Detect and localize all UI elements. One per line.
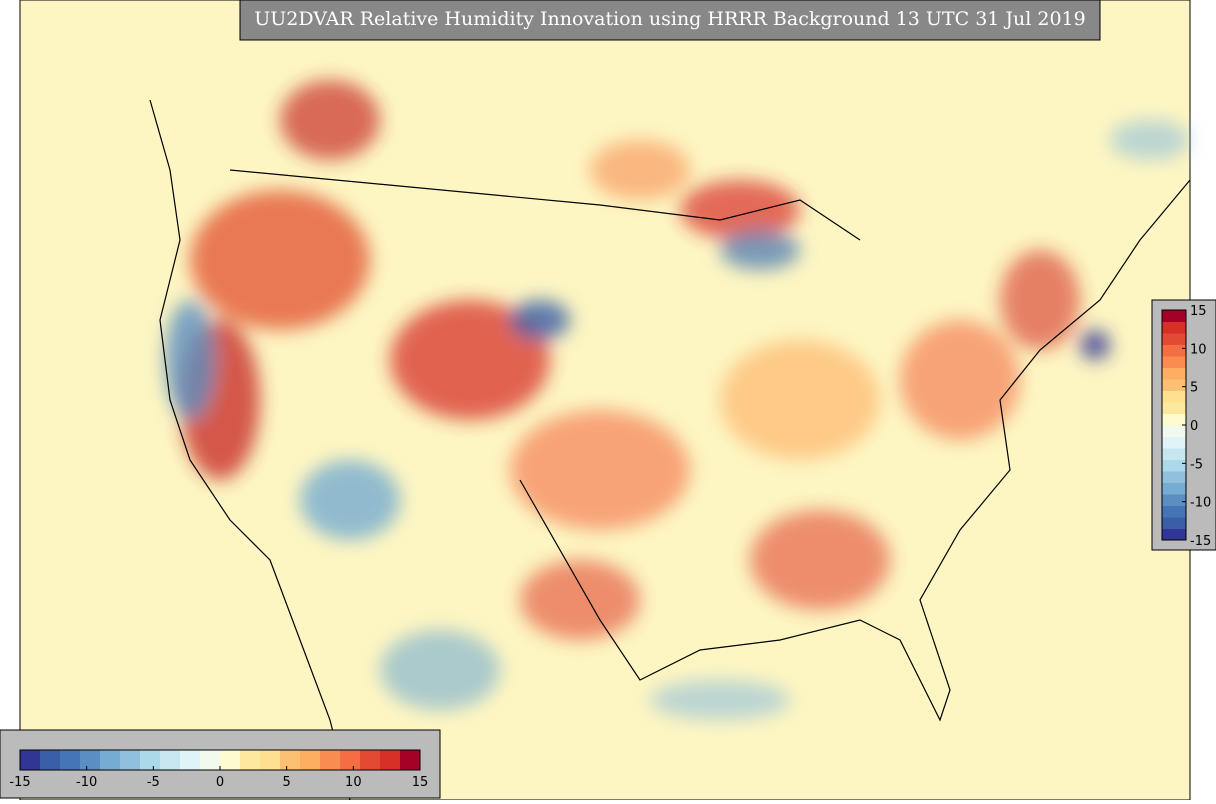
color-segment xyxy=(1162,482,1186,495)
tick-label: 10 xyxy=(1190,342,1207,357)
color-segment xyxy=(1162,356,1186,368)
color-segment xyxy=(1162,344,1186,357)
color-segment xyxy=(1162,448,1186,460)
color-segment xyxy=(1162,528,1186,541)
color-segment xyxy=(1162,413,1186,426)
coastlines xyxy=(149,99,1191,801)
tick-label: -15 xyxy=(1190,534,1211,549)
tick-label: -5 xyxy=(1190,457,1203,472)
color-segment xyxy=(360,750,381,770)
color-segment xyxy=(1162,494,1186,506)
tick-label: -15 xyxy=(9,775,30,790)
color-segment xyxy=(1162,471,1186,483)
color-segment xyxy=(380,750,401,770)
color-segment xyxy=(40,750,61,770)
color-segment xyxy=(240,750,261,770)
tick-label: 0 xyxy=(1190,419,1198,434)
color-segment xyxy=(200,750,221,770)
tick-label: 0 xyxy=(216,775,224,790)
tick-label: 15 xyxy=(412,775,429,790)
color-segment xyxy=(300,750,321,770)
color-segment xyxy=(140,750,161,770)
color-segment xyxy=(220,750,241,770)
tick-label: 15 xyxy=(1190,304,1207,319)
color-segment xyxy=(280,750,301,770)
tick-label: -10 xyxy=(76,775,97,790)
color-segment xyxy=(1162,517,1186,529)
color-segment xyxy=(100,750,121,770)
color-segment xyxy=(1162,390,1186,403)
color-segment xyxy=(1162,321,1186,334)
map-title: UU2DVAR Relative Humidity Innovation usi… xyxy=(254,8,1086,30)
color-segment xyxy=(1162,333,1186,345)
color-segment xyxy=(1162,379,1186,391)
color-segment xyxy=(1162,436,1186,449)
color-segment xyxy=(1162,505,1186,518)
color-segment xyxy=(1162,459,1186,472)
color-segment xyxy=(400,750,421,770)
color-segment xyxy=(80,750,101,770)
color-segment xyxy=(120,750,141,770)
title-box xyxy=(239,0,1101,41)
tick-label: -10 xyxy=(1190,496,1211,511)
color-segment xyxy=(1162,402,1186,414)
color-segment xyxy=(20,750,41,770)
color-segment xyxy=(60,750,81,770)
color-segment xyxy=(1162,367,1186,380)
color-segment xyxy=(320,750,341,770)
color-segment xyxy=(1162,310,1186,322)
color-segment xyxy=(180,750,201,770)
humidity-field xyxy=(165,80,1190,720)
color-segment xyxy=(1162,425,1186,437)
tick-label: 5 xyxy=(283,775,291,790)
color-segment xyxy=(160,750,181,770)
color-segment xyxy=(340,750,361,770)
color-segment xyxy=(260,750,281,770)
tick-label: 10 xyxy=(345,775,362,790)
tick-label: 5 xyxy=(1190,381,1198,396)
tick-label: -5 xyxy=(147,775,160,790)
